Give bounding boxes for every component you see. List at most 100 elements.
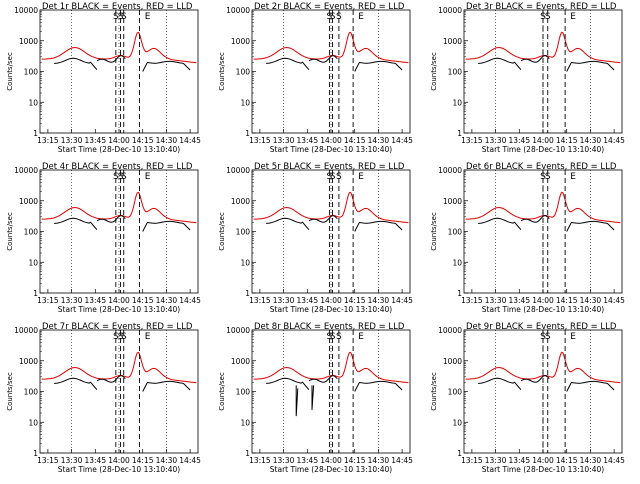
marker-label: S	[336, 12, 342, 22]
marker-label: S	[336, 172, 342, 182]
marker-label: S	[330, 172, 336, 182]
marker-label: S	[540, 12, 546, 22]
x-tick-label: 14:00	[532, 136, 554, 145]
series-events-line	[566, 380, 615, 392]
series-events-line	[96, 55, 126, 63]
y-axis-label: Counts/sec	[6, 52, 14, 91]
chart-panel-2: Det 2r BLACK = Events, RED = LLD 1 10 100 10…	[218, 2, 413, 154]
marker-label: S	[118, 12, 124, 22]
series-events-line	[478, 377, 522, 391]
series-events-line	[520, 375, 550, 383]
x-tick-label: 14:15	[556, 456, 578, 465]
x-tick-label: 14:30	[580, 296, 602, 305]
y-tick-label: 10	[452, 418, 462, 427]
marker-label: E	[145, 12, 151, 22]
x-tick-label: 14:15	[344, 296, 366, 305]
x-tick-label: 13:15	[37, 456, 59, 465]
series-lld-line	[465, 351, 621, 384]
x-tick-label: 14:45	[391, 136, 413, 145]
series-events-line	[311, 385, 315, 410]
y-tick-label: 10000	[226, 6, 250, 15]
series-lld-line	[253, 31, 409, 64]
y-tick-label: 1	[245, 449, 250, 458]
x-tick-label: 13:30	[61, 296, 83, 305]
series-lld-line	[41, 191, 197, 224]
y-tick-label: 10	[240, 258, 250, 267]
y-tick-label: 10000	[14, 166, 38, 175]
y-tick-label: 100	[448, 388, 463, 397]
chart-panel-7: Det 7r BLACK = Events, RED = LLD 1 10 100 10…	[6, 322, 201, 474]
series-events-line	[266, 377, 310, 391]
series-events-line	[566, 220, 615, 232]
y-tick-label: 1000	[19, 357, 38, 366]
series-events-line	[142, 220, 191, 232]
chart-title: Det 3r BLACK = Events, RED = LLD	[466, 2, 617, 12]
x-tick-label: 13:45	[296, 296, 318, 305]
marker-label: S	[330, 12, 336, 22]
y-tick-label: 1	[33, 449, 38, 458]
marker-label: S	[113, 12, 119, 22]
x-tick-label: 13:45	[84, 296, 106, 305]
series-events-line	[142, 60, 191, 72]
x-axis-label: Start Time (28-Dec-10 13:10:40)	[270, 465, 392, 474]
x-tick-label: 14:30	[580, 136, 602, 145]
marker-label: E	[145, 332, 151, 342]
marker-label: S	[330, 332, 336, 342]
x-tick-label: 13:15	[249, 296, 271, 305]
x-tick-label: 14:15	[344, 136, 366, 145]
x-tick-label: 13:15	[37, 296, 59, 305]
series-events-line	[478, 57, 522, 71]
x-tick-label: 13:15	[249, 456, 271, 465]
y-tick-label: 1000	[443, 357, 462, 366]
x-tick-label: 14:30	[156, 456, 178, 465]
marker-label: S	[540, 172, 546, 182]
y-tick-label: 100	[236, 68, 251, 77]
x-tick-label: 14:15	[132, 136, 154, 145]
series-events-line	[266, 217, 310, 231]
y-tick-label: 10	[452, 258, 462, 267]
x-tick-label: 14:45	[603, 296, 625, 305]
x-tick-label: 13:45	[508, 296, 530, 305]
y-tick-label: 100	[24, 228, 39, 237]
y-tick-label: 10000	[14, 6, 38, 15]
x-tick-label: 13:30	[61, 136, 83, 145]
y-tick-label: 1	[457, 129, 462, 138]
x-axis-label: Start Time (28-Dec-10 13:10:40)	[482, 305, 604, 314]
x-axis-label: Start Time (28-Dec-10 13:10:40)	[270, 145, 392, 154]
y-tick-label: 10	[240, 98, 250, 107]
series-events-line	[308, 55, 338, 63]
x-tick-label: 13:30	[273, 136, 295, 145]
y-tick-label: 1	[33, 129, 38, 138]
x-tick-label: 13:45	[508, 456, 530, 465]
x-tick-label: 14:00	[320, 296, 342, 305]
marker-label: E	[358, 332, 364, 342]
x-axis-label: Start Time (28-Dec-10 13:10:40)	[482, 145, 604, 154]
x-tick-label: 14:45	[391, 456, 413, 465]
chart-panel-5: Det 5r BLACK = Events, RED = LLD 1 10 100 10…	[218, 162, 413, 314]
marker-label: S	[113, 332, 119, 342]
x-tick-label: 14:45	[179, 456, 201, 465]
marker-label: S	[121, 172, 127, 182]
x-tick-label: 13:30	[61, 456, 83, 465]
y-tick-label: 1000	[231, 37, 250, 46]
chart-title: Det 9r BLACK = Events, RED = LLD	[466, 322, 617, 332]
x-tick-label: 14:00	[532, 296, 554, 305]
chart-title: Det 8r BLACK = Events, RED = LLD	[254, 322, 405, 332]
x-axis-label: Start Time (28-Dec-10 13:10:40)	[58, 465, 180, 474]
y-tick-label: 1	[457, 289, 462, 298]
y-axis-label: Counts/sec	[430, 52, 438, 91]
chart-panel-9: Det 9r BLACK = Events, RED = LLD 1 10 100 10…	[430, 322, 625, 474]
x-tick-label: 13:45	[508, 136, 530, 145]
series-events-line	[142, 380, 191, 392]
x-tick-label: 13:30	[273, 296, 295, 305]
x-tick-label: 14:30	[156, 136, 178, 145]
y-tick-label: 10	[28, 418, 38, 427]
y-tick-label: 10000	[14, 326, 38, 335]
y-axis-label: Counts/sec	[6, 372, 14, 411]
chart-title: Det 5r BLACK = Events, RED = LLD	[254, 162, 405, 172]
chart-title: Det 7r BLACK = Events, RED = LLD	[42, 322, 193, 332]
marker-label: S	[121, 332, 127, 342]
marker-label: S	[118, 172, 124, 182]
y-tick-label: 1	[457, 449, 462, 458]
x-tick-label: 14:15	[132, 296, 154, 305]
